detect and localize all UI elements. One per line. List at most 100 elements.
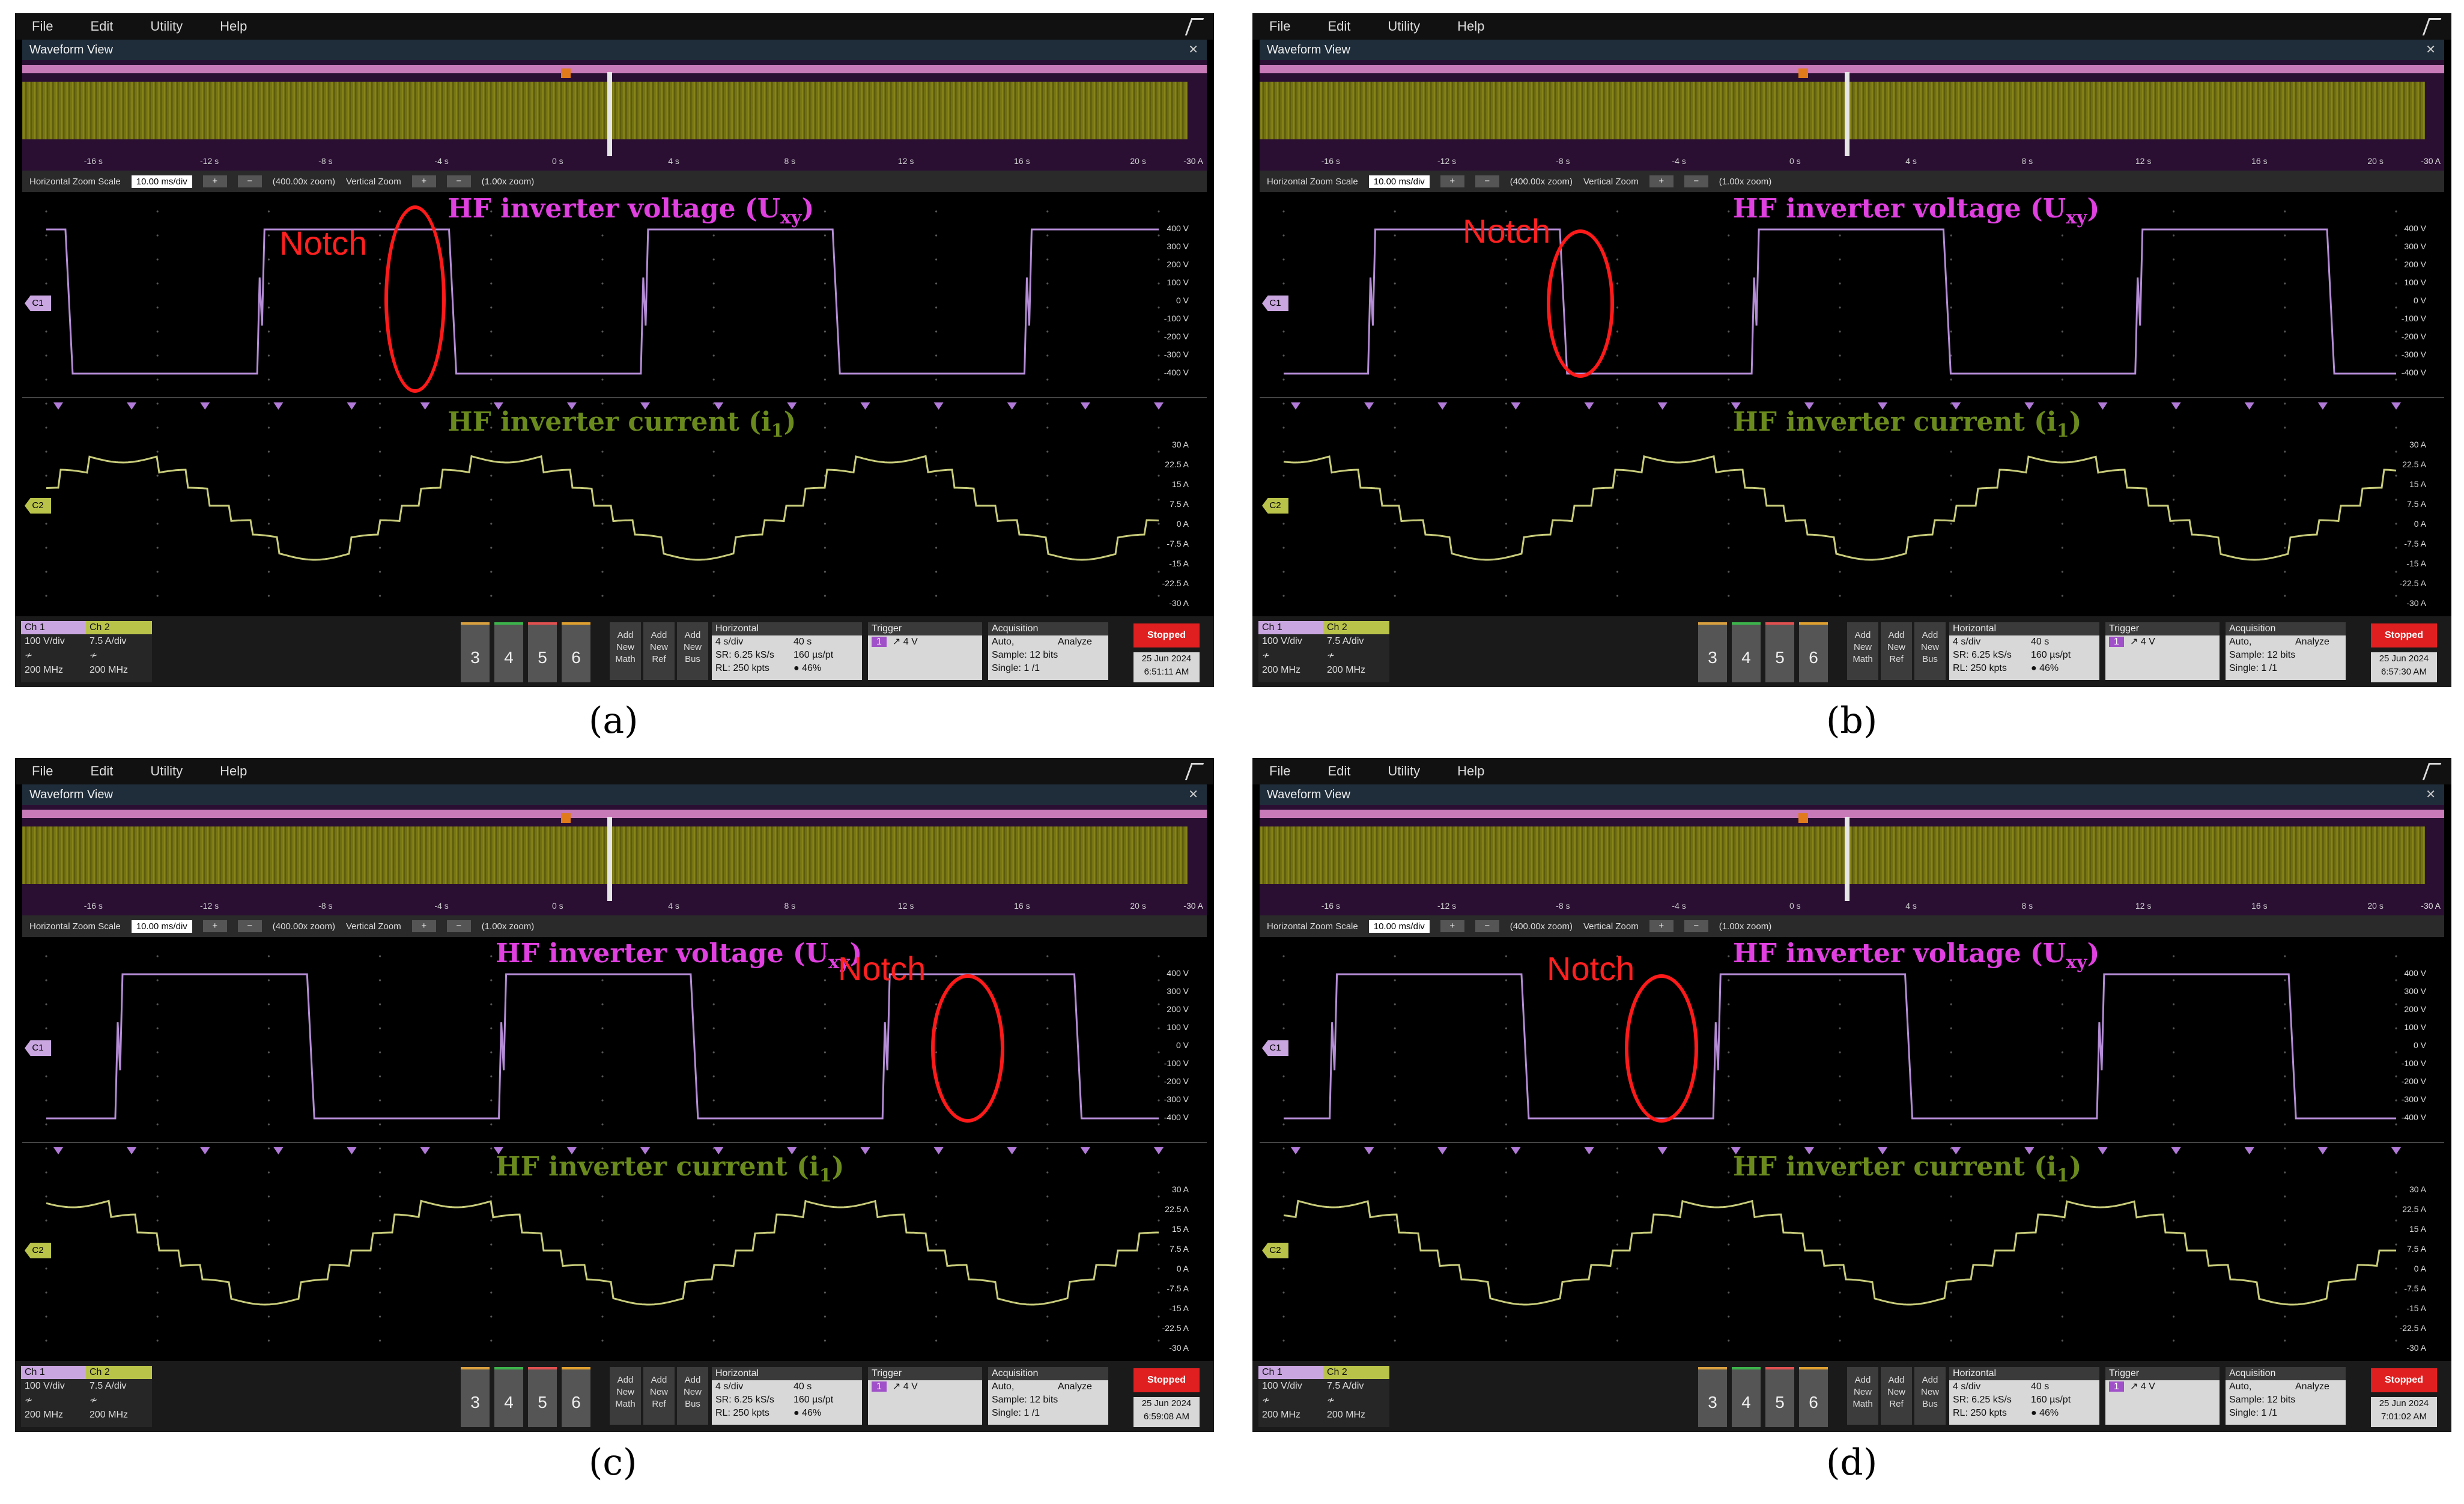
menu-edit[interactable]: Edit	[1328, 763, 1351, 778]
horizontal-box[interactable]: Horizontal 4 s/div 40 s SR: 6.25 kS/s 160 µs…	[712, 1367, 862, 1425]
menu-utility[interactable]: Utility	[150, 763, 183, 778]
stopped-button[interactable]: Stopped	[2371, 1368, 2437, 1392]
close-icon[interactable]: ✕	[2426, 788, 2436, 801]
horizontal-zoom-input[interactable]: 10.00 ms/div	[131, 920, 192, 933]
add-new-bus-button[interactable]: Add New Bus	[677, 622, 708, 680]
channel-button-4[interactable]: 4	[1732, 622, 1761, 682]
close-icon[interactable]: ✕	[1188, 788, 1198, 801]
stopped-button[interactable]: Stopped	[1133, 623, 1200, 647]
status-ch2[interactable]: Ch 2 7.5 A/div ≁ 200 MHz	[86, 621, 152, 682]
ch2-marker[interactable]: C2	[1262, 1243, 1288, 1258]
menu-help[interactable]: Help	[1457, 19, 1485, 34]
vzoom-out-button[interactable]: −	[446, 920, 471, 932]
trigger-box[interactable]: Trigger 1 ↗ 4 V	[2105, 1367, 2220, 1425]
channel-button-5[interactable]: 5	[1765, 1367, 1794, 1427]
stopped-button[interactable]: Stopped	[2371, 623, 2437, 647]
menu-utility[interactable]: Utility	[1388, 19, 1421, 34]
menu-file[interactable]: File	[32, 19, 53, 34]
ch1-marker[interactable]: C1	[1262, 296, 1288, 311]
ch1-marker[interactable]: C1	[25, 1040, 51, 1056]
zoom-window-cursor[interactable]	[607, 817, 613, 901]
add-new-ref-button[interactable]: Add New Ref	[1881, 1367, 1912, 1425]
channel-button-6[interactable]: 6	[1799, 1367, 1828, 1427]
acquisition-box[interactable]: Acquisition Auto, Analyze Sample: 12 bits Si…	[988, 622, 1108, 680]
zoom-out-button[interactable]: −	[237, 920, 262, 932]
close-icon[interactable]: ✕	[2426, 43, 2436, 56]
ch2-marker[interactable]: C2	[1262, 498, 1288, 514]
acquisition-box[interactable]: Acquisition Auto, Analyze Sample: 12 bits Si…	[988, 1367, 1108, 1425]
status-ch2[interactable]: Ch 2 7.5 A/div ≁ 200 MHz	[1323, 1366, 1389, 1427]
horizontal-box[interactable]: Horizontal 4 s/div 40 s SR: 6.25 kS/s 160 µs…	[1949, 622, 2099, 680]
horizontal-box[interactable]: Horizontal 4 s/div 40 s SR: 6.25 kS/s 160 µs…	[1949, 1367, 2099, 1425]
menu-file[interactable]: File	[1269, 763, 1291, 778]
menu-help[interactable]: Help	[220, 19, 247, 34]
zoom-in-button[interactable]: +	[1440, 920, 1464, 932]
status-ch1[interactable]: Ch 1 100 V/div ≁ 200 MHz	[1258, 1366, 1325, 1427]
channel-button-3[interactable]: 3	[461, 622, 490, 682]
channel-button-5[interactable]: 5	[528, 1367, 557, 1427]
zoom-window-cursor[interactable]	[607, 72, 613, 156]
channel-button-4[interactable]: 4	[494, 1367, 523, 1427]
menu-utility[interactable]: Utility	[150, 19, 183, 34]
status-ch1[interactable]: Ch 1 100 V/div ≁ 200 MHz	[1258, 621, 1325, 682]
ch2-marker[interactable]: C2	[25, 1243, 51, 1258]
trigger-box[interactable]: Trigger 1 ↗ 4 V	[868, 622, 982, 680]
horizontal-zoom-input[interactable]: 10.00 ms/div	[131, 175, 192, 188]
vzoom-out-button[interactable]: −	[446, 175, 471, 187]
status-ch1[interactable]: Ch 1 100 V/div ≁ 200 MHz	[21, 1366, 87, 1427]
ch1-marker[interactable]: C1	[25, 296, 51, 311]
channel-button-3[interactable]: 3	[461, 1367, 490, 1427]
trigger-box[interactable]: Trigger 1 ↗ 4 V	[2105, 622, 2220, 680]
zoom-in-button[interactable]: +	[1440, 175, 1464, 187]
vzoom-out-button[interactable]: −	[1684, 920, 1708, 932]
close-icon[interactable]: ✕	[1188, 43, 1198, 56]
zoom-window-cursor[interactable]	[1845, 72, 1850, 156]
status-ch2[interactable]: Ch 2 7.5 A/div ≁ 200 MHz	[1323, 621, 1389, 682]
channel-button-5[interactable]: 5	[1765, 622, 1794, 682]
channel-button-3[interactable]: 3	[1698, 622, 1727, 682]
menu-help[interactable]: Help	[1457, 763, 1485, 778]
menu-file[interactable]: File	[1269, 19, 1291, 34]
add-new-bus-button[interactable]: Add New Bus	[1914, 622, 1946, 680]
channel-button-3[interactable]: 3	[1698, 1367, 1727, 1427]
ch1-marker[interactable]: C1	[1262, 1040, 1288, 1056]
zoom-window-cursor[interactable]	[1845, 817, 1850, 901]
add-new-bus-button[interactable]: Add New Bus	[677, 1367, 708, 1425]
menu-edit[interactable]: Edit	[1328, 19, 1351, 34]
vzoom-in-button[interactable]: +	[1649, 920, 1674, 932]
channel-button-6[interactable]: 6	[1799, 622, 1828, 682]
zoom-out-button[interactable]: −	[1475, 920, 1499, 932]
menu-edit[interactable]: Edit	[90, 763, 114, 778]
channel-button-6[interactable]: 6	[562, 622, 590, 682]
acquisition-box[interactable]: Acquisition Auto, Analyze Sample: 12 bits Si…	[2226, 1367, 2346, 1425]
menu-file[interactable]: File	[32, 763, 53, 778]
channel-button-5[interactable]: 5	[528, 622, 557, 682]
add-new-ref-button[interactable]: Add New Ref	[643, 622, 675, 680]
menu-utility[interactable]: Utility	[1388, 763, 1421, 778]
channel-button-6[interactable]: 6	[562, 1367, 590, 1427]
vzoom-in-button[interactable]: +	[411, 920, 436, 932]
add-new-math-button[interactable]: Add New Math	[1847, 622, 1878, 680]
ch2-marker[interactable]: C2	[25, 498, 51, 514]
stopped-button[interactable]: Stopped	[1133, 1368, 1200, 1392]
zoom-in-button[interactable]: +	[202, 920, 227, 932]
add-new-math-button[interactable]: Add New Math	[610, 622, 641, 680]
channel-button-4[interactable]: 4	[494, 622, 523, 682]
menu-help[interactable]: Help	[220, 763, 247, 778]
zoom-out-button[interactable]: −	[237, 175, 262, 187]
zoom-in-button[interactable]: +	[202, 175, 227, 187]
channel-button-4[interactable]: 4	[1732, 1367, 1761, 1427]
acquisition-box[interactable]: Acquisition Auto, Analyze Sample: 12 bits Si…	[2226, 622, 2346, 680]
horizontal-zoom-input[interactable]: 10.00 ms/div	[1368, 920, 1430, 933]
add-new-math-button[interactable]: Add New Math	[610, 1367, 641, 1425]
vzoom-in-button[interactable]: +	[1649, 175, 1674, 187]
trigger-box[interactable]: Trigger 1 ↗ 4 V	[868, 1367, 982, 1425]
add-new-math-button[interactable]: Add New Math	[1847, 1367, 1878, 1425]
add-new-bus-button[interactable]: Add New Bus	[1914, 1367, 1946, 1425]
vzoom-in-button[interactable]: +	[411, 175, 436, 187]
add-new-ref-button[interactable]: Add New Ref	[1881, 622, 1912, 680]
horizontal-zoom-input[interactable]: 10.00 ms/div	[1368, 175, 1430, 188]
status-ch2[interactable]: Ch 2 7.5 A/div ≁ 200 MHz	[86, 1366, 152, 1427]
horizontal-box[interactable]: Horizontal 4 s/div 40 s SR: 6.25 kS/s 160 µs…	[712, 622, 862, 680]
zoom-out-button[interactable]: −	[1475, 175, 1499, 187]
